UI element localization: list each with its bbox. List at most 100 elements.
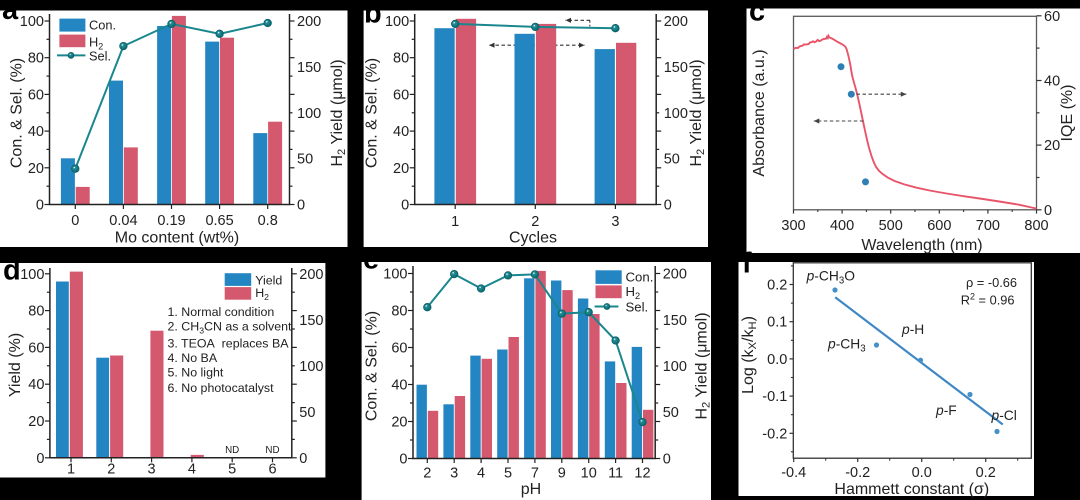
svg-text:b: b xyxy=(364,0,382,30)
svg-text:c: c xyxy=(749,0,765,28)
svg-text:0: 0 xyxy=(297,198,305,214)
svg-text:p-F: p-F xyxy=(935,403,957,418)
svg-text:20: 20 xyxy=(28,161,44,177)
svg-text:100: 100 xyxy=(663,359,687,375)
svg-text:Log (kX​/kH​): Log (kX​/kH​) xyxy=(740,316,759,394)
svg-text:2: 2 xyxy=(423,466,431,482)
svg-text:0.04: 0.04 xyxy=(109,213,137,229)
svg-text:700: 700 xyxy=(976,218,1000,234)
svg-text:80: 80 xyxy=(391,304,407,320)
svg-text:80: 80 xyxy=(28,51,44,67)
svg-text:100: 100 xyxy=(385,14,409,30)
svg-text:40: 40 xyxy=(28,124,44,140)
svg-text:100: 100 xyxy=(297,106,321,122)
svg-text:Mo content (wt%): Mo content (wt%) xyxy=(115,230,239,247)
svg-text:9: 9 xyxy=(558,466,566,482)
svg-text:3: 3 xyxy=(450,466,458,482)
svg-text:d: d xyxy=(3,255,21,287)
svg-text:-0.2: -0.2 xyxy=(845,465,870,481)
svg-text:200: 200 xyxy=(297,14,321,30)
svg-text:800: 800 xyxy=(1024,218,1048,234)
svg-text:0.2: 0.2 xyxy=(976,465,996,481)
svg-text:R2​ = 0.96: R2​ = 0.96 xyxy=(961,292,1015,308)
svg-text:0: 0 xyxy=(399,452,407,468)
svg-text:11: 11 xyxy=(608,466,623,482)
svg-text:H2​ Yield (μmol): H2​ Yield (μmol) xyxy=(329,59,348,166)
svg-text:1: 1 xyxy=(451,214,459,230)
svg-text:0: 0 xyxy=(401,198,409,214)
svg-text:Con.: Con. xyxy=(89,18,116,33)
svg-text:0.0: 0.0 xyxy=(767,352,787,368)
svg-text:Cycles: Cycles xyxy=(509,230,557,247)
svg-text:ρ = -0.66: ρ = -0.66 xyxy=(966,275,1017,290)
svg-text:50: 50 xyxy=(663,405,679,421)
svg-text:150: 150 xyxy=(664,60,688,76)
svg-text:Yield (%): Yield (%) xyxy=(7,333,24,397)
svg-text:-0.2: -0.2 xyxy=(762,426,787,442)
svg-text:e: e xyxy=(363,244,379,276)
svg-text:0: 0 xyxy=(36,451,44,467)
svg-text:0: 0 xyxy=(71,213,79,229)
svg-text:40: 40 xyxy=(1044,74,1060,90)
svg-text:f: f xyxy=(742,248,752,280)
svg-text:1: 1 xyxy=(67,462,75,478)
svg-text:50: 50 xyxy=(297,152,313,168)
svg-text:4: 4 xyxy=(188,462,196,478)
svg-text:0.8: 0.8 xyxy=(258,213,278,229)
svg-text:0.2: 0.2 xyxy=(767,278,787,294)
svg-text:150: 150 xyxy=(663,313,687,329)
svg-text:a: a xyxy=(2,0,19,26)
svg-text:60: 60 xyxy=(391,341,407,357)
svg-text:3. TEOA replaces BA: 3. TEOA replaces BA xyxy=(168,337,290,351)
svg-text:p-H: p-H xyxy=(901,322,924,337)
svg-text:Wavelength (nm): Wavelength (nm) xyxy=(861,237,982,254)
svg-text:-0.4: -0.4 xyxy=(781,465,806,481)
svg-text:Con. & Sel. (%): Con. & Sel. (%) xyxy=(9,58,26,168)
svg-text:400: 400 xyxy=(830,218,854,234)
svg-text:p-CH3​: p-CH3​ xyxy=(827,337,866,355)
svg-text:0.65: 0.65 xyxy=(205,213,233,229)
svg-text:0: 0 xyxy=(299,451,307,467)
svg-text:60: 60 xyxy=(1044,9,1060,25)
svg-text:150: 150 xyxy=(297,60,321,76)
svg-text:Yield: Yield xyxy=(255,273,282,287)
svg-text:Sel.: Sel. xyxy=(626,299,649,314)
svg-text:p-Cl: p-Cl xyxy=(991,408,1017,423)
svg-text:100: 100 xyxy=(664,106,688,122)
svg-text:Sel.: Sel. xyxy=(89,48,111,63)
svg-text:4: 4 xyxy=(477,466,485,482)
svg-text:12: 12 xyxy=(634,466,650,482)
svg-text:5: 5 xyxy=(228,462,236,478)
svg-text:20: 20 xyxy=(393,161,409,177)
svg-text:10: 10 xyxy=(581,466,597,482)
svg-text:80: 80 xyxy=(393,51,409,67)
svg-text:2. CH3​CN as a solvent: 2. CH3​CN as a solvent xyxy=(168,319,293,335)
svg-text:200: 200 xyxy=(664,14,688,30)
svg-text:3: 3 xyxy=(148,462,156,478)
svg-text:0.19: 0.19 xyxy=(157,213,185,229)
svg-text:0: 0 xyxy=(1044,203,1052,219)
svg-text:7: 7 xyxy=(531,466,539,482)
svg-text:100: 100 xyxy=(383,267,407,283)
svg-text:Con.: Con. xyxy=(626,270,654,285)
svg-text:600: 600 xyxy=(927,218,951,234)
svg-text:100: 100 xyxy=(20,267,44,283)
svg-text:50: 50 xyxy=(664,152,680,168)
svg-text:Con. & Sel. (%): Con. & Sel. (%) xyxy=(364,311,381,421)
svg-text:20: 20 xyxy=(391,415,407,431)
svg-text:300: 300 xyxy=(781,218,805,234)
svg-text:20: 20 xyxy=(28,414,44,430)
svg-text:40: 40 xyxy=(393,124,409,140)
svg-text:200: 200 xyxy=(663,267,687,283)
svg-text:0: 0 xyxy=(36,198,44,214)
svg-text:60: 60 xyxy=(393,87,409,103)
svg-text:2: 2 xyxy=(531,214,539,230)
svg-text:40: 40 xyxy=(28,377,44,393)
svg-text:80: 80 xyxy=(28,304,44,320)
svg-text:ND: ND xyxy=(225,445,239,456)
svg-text:6. No photocatalyst: 6. No photocatalyst xyxy=(168,381,275,395)
svg-text:50: 50 xyxy=(299,405,315,421)
svg-text:2: 2 xyxy=(107,462,115,478)
svg-text:20: 20 xyxy=(1044,138,1060,154)
svg-text:IQE (%): IQE (%) xyxy=(1059,85,1076,142)
